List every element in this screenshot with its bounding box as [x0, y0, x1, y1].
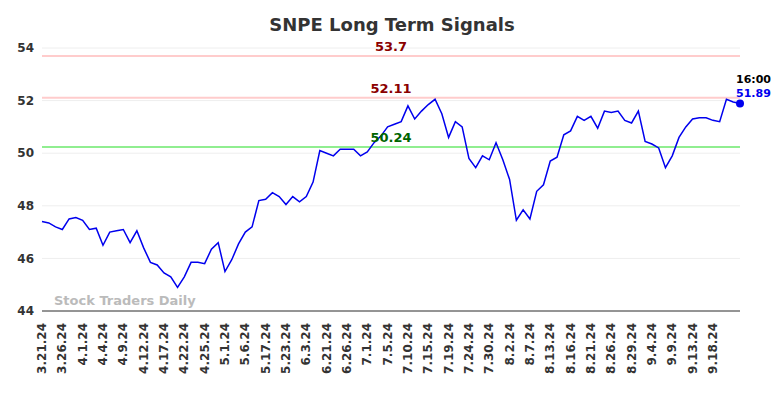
svg-text:7.19.24: 7.19.24	[442, 323, 456, 374]
svg-text:8.29.24: 8.29.24	[625, 323, 639, 374]
svg-text:3.21.24: 3.21.24	[35, 323, 49, 374]
svg-text:50: 50	[17, 146, 34, 160]
svg-text:6.3.24: 6.3.24	[299, 323, 313, 366]
svg-text:4.17.24: 4.17.24	[157, 323, 171, 374]
html-text:16:00: 16:00	[736, 73, 771, 87]
svg-text:4.4.24: 4.4.24	[96, 323, 110, 366]
svg-text:53.7: 53.7	[375, 39, 407, 54]
svg-text:6.21.24: 6.21.24	[320, 323, 334, 374]
html-text:Stock Traders Daily: Stock Traders Daily	[54, 293, 196, 308]
html-text:SNPE Long Term Signals: SNPE Long Term Signals	[269, 14, 515, 35]
svg-text:7.15.24: 7.15.24	[421, 323, 435, 374]
svg-text:5.17.24: 5.17.24	[259, 323, 273, 374]
svg-text:7.5.24: 7.5.24	[381, 323, 395, 366]
svg-text:48: 48	[17, 199, 34, 213]
svg-text:7.1.24: 7.1.24	[360, 323, 374, 366]
svg-text:52.11: 52.11	[370, 81, 411, 96]
svg-text:46: 46	[17, 252, 34, 266]
svg-text:7.10.24: 7.10.24	[401, 323, 415, 374]
svg-text:8.26.24: 8.26.24	[604, 323, 618, 374]
svg-text:8.16.24: 8.16.24	[564, 323, 578, 374]
svg-text:4.25.24: 4.25.24	[198, 323, 212, 374]
svg-text:5.23.24: 5.23.24	[279, 323, 293, 374]
svg-text:4.12.24: 4.12.24	[137, 323, 151, 374]
svg-text:9.9.24: 9.9.24	[665, 323, 679, 366]
svg-text:4.1.24: 4.1.24	[76, 323, 90, 366]
svg-text:5.6.24: 5.6.24	[238, 323, 252, 366]
svg-text:9.4.24: 9.4.24	[645, 323, 659, 366]
svg-text:54: 54	[17, 41, 34, 55]
svg-text:8.21.24: 8.21.24	[584, 323, 598, 374]
svg-text:50.24: 50.24	[370, 130, 411, 145]
svg-text:44: 44	[17, 304, 34, 318]
svg-text:8.7.24: 8.7.24	[523, 323, 537, 366]
svg-text:7.30.24: 7.30.24	[482, 323, 496, 374]
svg-text:7.24.24: 7.24.24	[462, 323, 476, 374]
svg-text:52: 52	[17, 94, 34, 108]
svg-text:9.18.24: 9.18.24	[706, 323, 720, 374]
svg-text:6.26.24: 6.26.24	[340, 323, 354, 374]
svg-text:3.26.24: 3.26.24	[55, 323, 69, 374]
svg-text:4.22.24: 4.22.24	[177, 323, 191, 374]
svg-text:8.13.24: 8.13.24	[543, 323, 557, 374]
html-text:51.89: 51.89	[736, 87, 771, 101]
svg-text:5.1.24: 5.1.24	[218, 323, 232, 366]
svg-text:8.2.24: 8.2.24	[503, 323, 517, 366]
svg-text:9.13.24: 9.13.24	[686, 323, 700, 374]
svg-text:4.9.24: 4.9.24	[116, 323, 130, 366]
